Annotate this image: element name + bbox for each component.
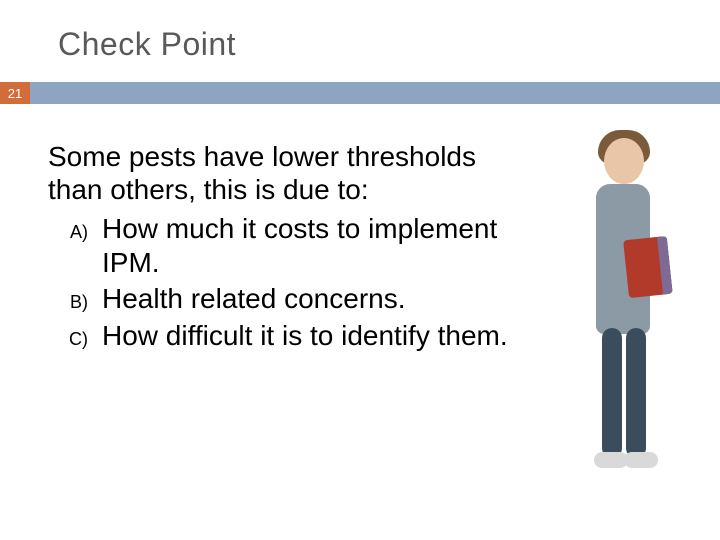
figure-leg — [626, 328, 646, 458]
option-text: Health related concerns. — [102, 282, 406, 316]
header-bar: 21 — [0, 82, 720, 104]
page-number-badge: 21 — [0, 82, 30, 104]
option-b: B) Health related concerns. — [48, 282, 528, 316]
option-letter: B) — [48, 292, 102, 313]
option-text: How difficult it is to identify them. — [102, 319, 508, 353]
student-figure — [552, 130, 692, 490]
option-letter: A) — [48, 222, 102, 243]
figure-shoe — [624, 452, 658, 468]
question-block: Some pests have lower thresholds than ot… — [48, 140, 528, 353]
figure-books — [623, 236, 673, 298]
figure-shoe — [594, 452, 628, 468]
stem-line: Some pests have lower thresholds — [48, 141, 476, 172]
option-c: C) How difficult it is to identify them. — [48, 319, 528, 353]
header-stripe — [30, 82, 720, 104]
option-text: How much it costs to implement IPM. — [102, 212, 528, 280]
figure-head — [604, 138, 644, 184]
options-list: A) How much it costs to implement IPM. B… — [48, 212, 528, 353]
figure-leg — [602, 328, 622, 458]
stem-line: than others, this is due to: — [48, 174, 369, 205]
option-a: A) How much it costs to implement IPM. — [48, 212, 528, 280]
option-letter: C) — [48, 329, 102, 350]
question-stem: Some pests have lower thresholds than ot… — [48, 140, 528, 206]
slide: Check Point 21 Some pests have lower thr… — [0, 0, 720, 540]
slide-title: Check Point — [58, 26, 236, 63]
